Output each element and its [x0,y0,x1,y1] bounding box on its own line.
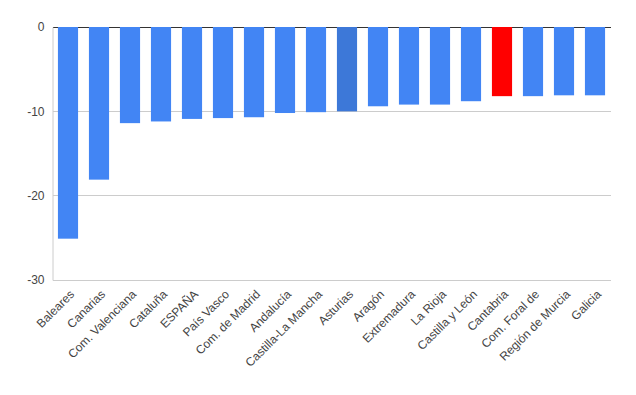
x-tick: Región de Murcia [497,280,574,364]
bar [492,27,512,96]
bar [337,27,357,111]
x-tick: Castilla y León [415,280,481,353]
bar [275,27,295,113]
bar [523,27,543,96]
bar [244,27,264,117]
bar [430,27,450,105]
x-tick: Asturias [316,280,357,328]
y-tick-label: -10 [27,105,45,119]
x-tick: Extremadura [360,280,419,346]
bar [120,27,140,123]
grid-line [53,195,611,196]
x-tick-label: Asturias [316,287,357,328]
bar [89,27,109,180]
x-axis-line [53,280,611,281]
bar [182,27,202,119]
y-axis: 0 -10 -20 -30 [27,20,53,287]
x-tick: Galicia [568,280,604,323]
x-tick: Castilla-La Mancha [243,280,326,370]
bar [368,27,388,106]
y-axis-line [53,28,54,281]
bar [58,27,78,239]
grid [53,27,611,280]
bar [213,27,233,118]
x-tick-label: Región de Murcia [497,287,574,364]
x-tick-label: Castilla-La Mancha [243,287,326,370]
chart: 0 -10 -20 -30BalearesCanariasCom. Valencian… [0,0,636,395]
bar [151,27,171,121]
bar [461,27,481,101]
y-tick-label: 0 [38,20,45,34]
y-tick: -20 [27,189,52,203]
bar [554,27,574,95]
x-axis: BalearesCanariasCom. ValencianaCataluñaE… [34,280,611,370]
bar [306,27,326,112]
y-tick: -10 [27,105,52,119]
y-tick: -30 [27,273,52,287]
bar [399,27,419,105]
y-tick: 0 [38,20,53,34]
bar [585,27,605,95]
y-tick-label: -20 [27,189,45,203]
grid-line [53,280,611,281]
x-tick-label: Galicia [568,287,604,323]
bars [58,27,605,239]
y-tick-label: -30 [27,273,45,287]
